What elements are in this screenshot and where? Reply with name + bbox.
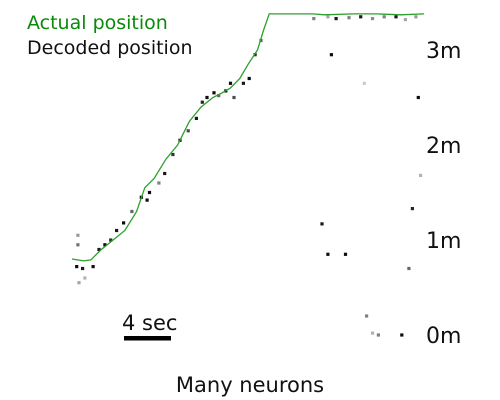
- y-tick-label: 0m: [426, 324, 461, 349]
- decoded-point: [147, 190, 152, 195]
- scale-bar-label: 4 sec: [122, 311, 177, 335]
- decoded-point: [77, 281, 81, 285]
- decoded-point: [359, 15, 363, 19]
- decoded-point: [130, 209, 134, 214]
- decoded-point: [83, 276, 87, 280]
- decoded-point: [232, 95, 236, 100]
- decoded-point: [403, 18, 407, 22]
- decoded-point: [419, 173, 423, 177]
- decoded-point: [76, 243, 80, 247]
- decoded-point: [343, 252, 348, 256]
- decoded-points: [75, 15, 423, 337]
- decoded-point: [91, 265, 95, 269]
- decoded-point: [76, 233, 80, 237]
- decoded-point: [217, 94, 221, 98]
- decoded-point: [205, 95, 209, 100]
- decoded-point: [382, 15, 386, 19]
- decoded-point: [326, 252, 330, 256]
- decoded-point: [312, 17, 316, 21]
- decoded-point: [122, 221, 126, 225]
- decoded-point: [97, 247, 101, 252]
- decoded-point: [410, 207, 414, 211]
- decoded-point: [326, 15, 330, 19]
- decoded-point: [228, 81, 233, 85]
- decoded-point: [365, 314, 369, 318]
- decoded-point: [194, 116, 198, 120]
- actual-position-line: [71, 13, 425, 262]
- decoded-point: [400, 333, 404, 337]
- decoded-point: [212, 91, 216, 95]
- decoded-point: [320, 222, 324, 226]
- decoded-point: [247, 76, 251, 81]
- decoded-point: [241, 81, 245, 85]
- decoded-point: [334, 17, 338, 21]
- decoded-point: [407, 266, 411, 271]
- decoded-point: [81, 266, 85, 271]
- decoded-point: [329, 53, 333, 57]
- decoded-point: [200, 100, 204, 104]
- decoded-point: [145, 198, 149, 202]
- legend-decoded-label: Decoded position: [27, 37, 193, 59]
- decoded-point: [163, 171, 167, 176]
- decoded-point: [75, 265, 79, 269]
- decoded-point: [394, 15, 398, 19]
- y-tick-label: 3m: [426, 39, 461, 64]
- chart-caption: Many neurons: [176, 373, 324, 397]
- decoded-point: [103, 243, 107, 247]
- decoded-point: [416, 95, 420, 100]
- decoded-point: [414, 15, 418, 19]
- decoded-point: [362, 81, 366, 85]
- decoded-point: [370, 17, 375, 21]
- decoded-point: [186, 129, 190, 133]
- scale-bar: [124, 336, 171, 341]
- decoded-point: [347, 16, 351, 20]
- legend-actual-label: Actual position: [27, 12, 168, 34]
- decoded-point: [157, 181, 161, 185]
- y-tick-label: 1m: [426, 229, 461, 254]
- decoded-point: [115, 228, 119, 233]
- decoded-point: [376, 333, 380, 337]
- y-axis-tick-labels: 0m 1m 2m 3m: [426, 39, 461, 349]
- decoded-point: [370, 331, 375, 335]
- decoded-point: [109, 238, 113, 242]
- decoded-point: [171, 152, 175, 157]
- y-tick-label: 2m: [426, 134, 461, 159]
